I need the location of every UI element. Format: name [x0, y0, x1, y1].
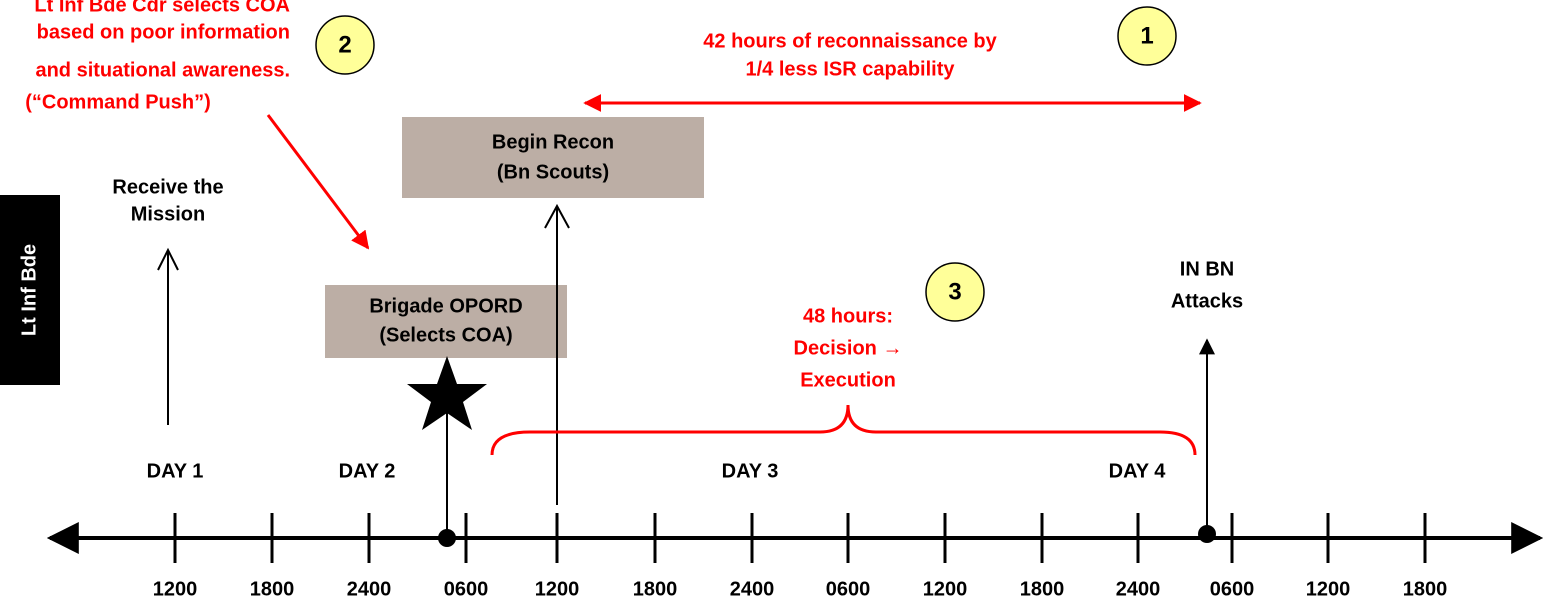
recon-note: 42 hours of reconnaissance by — [703, 30, 997, 52]
badge: 1 — [1140, 22, 1153, 49]
decision-note: Decision → — [794, 337, 903, 359]
day-label: DAY 3 — [722, 460, 779, 482]
event-label: Begin Recon — [492, 131, 614, 153]
time-label: 2400 — [347, 578, 392, 600]
event-label: Attacks — [1171, 290, 1243, 312]
day-label: DAY 2 — [339, 460, 396, 482]
event-label: Brigade OPORD — [369, 295, 522, 317]
time-label: 1200 — [535, 578, 580, 600]
event-label: (Bn Scouts) — [497, 161, 609, 183]
time-label: 2400 — [1116, 578, 1161, 600]
day-label: DAY 1 — [147, 460, 204, 482]
time-label: 1200 — [153, 578, 198, 600]
event-label: IN BN — [1180, 258, 1234, 280]
time-label: 1200 — [923, 578, 968, 600]
time-label: 1200 — [1306, 578, 1351, 600]
badge: 2 — [338, 31, 351, 58]
time-label: 0600 — [826, 578, 871, 600]
time-label: 0600 — [444, 578, 489, 600]
time-label: 1800 — [1020, 578, 1065, 600]
event-label: (Selects COA) — [379, 324, 512, 346]
time-label: 0600 — [1210, 578, 1255, 600]
time-label: 2400 — [730, 578, 775, 600]
time-label: 1800 — [1403, 578, 1448, 600]
note-line: (“Command Push”) — [25, 91, 211, 113]
badge: 3 — [948, 278, 961, 305]
day-label: DAY 4 — [1109, 460, 1167, 482]
time-label: 1800 — [250, 578, 295, 600]
decorations — [0, 6, 1544, 554]
event-label: Mission — [131, 203, 205, 225]
note-line: based on poor information — [37, 21, 290, 43]
event-label: Receive the — [112, 176, 223, 198]
note-line: Lt Inf Bde Cdr selects COA — [34, 0, 290, 16]
time-label: 1800 — [633, 578, 678, 600]
decision-note: 48 hours: — [803, 305, 893, 327]
note-line: and situational awareness. — [35, 59, 290, 81]
recon-note: 1/4 less ISR capability — [746, 58, 956, 80]
side-label: Lt Inf Bde — [18, 244, 40, 336]
decision-note: Execution — [800, 369, 896, 391]
